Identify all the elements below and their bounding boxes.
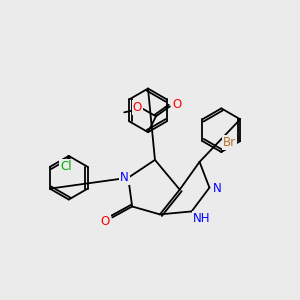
Text: O: O: [133, 101, 142, 114]
Text: O: O: [172, 98, 182, 111]
Text: NH: NH: [193, 212, 210, 225]
Text: Cl: Cl: [60, 160, 72, 173]
Text: N: N: [120, 171, 129, 184]
Text: N: N: [213, 182, 222, 195]
Text: Br: Br: [223, 136, 236, 148]
Text: O: O: [101, 215, 110, 228]
